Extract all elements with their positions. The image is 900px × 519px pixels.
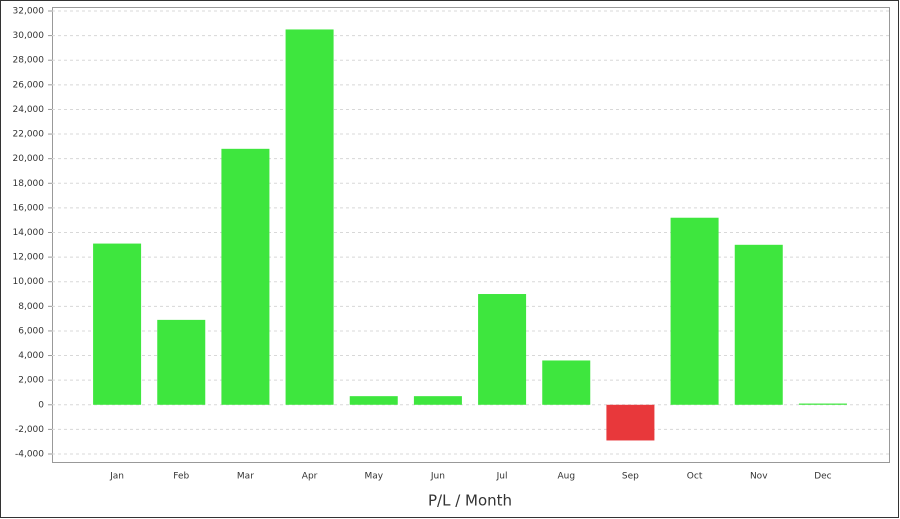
y-tick-label: 4,000	[18, 351, 44, 361]
y-tick-label: 30,000	[13, 31, 45, 41]
bar	[349, 396, 398, 405]
y-tick-label: -4,000	[15, 450, 44, 460]
x-tick-label: Dec	[814, 472, 831, 482]
bar	[221, 148, 270, 405]
y-tick-label: 32,000	[13, 7, 45, 17]
x-tick-label: Aug	[557, 472, 575, 482]
bar	[670, 217, 719, 405]
y-tick-label: 24,000	[13, 105, 45, 115]
y-tick-label: -2,000	[15, 425, 44, 435]
bar	[93, 243, 142, 405]
y-tick-label: 12,000	[13, 253, 45, 263]
x-tick-label: Oct	[687, 472, 703, 482]
y-tick-label: 28,000	[13, 56, 45, 66]
bar	[798, 403, 847, 405]
x-tick-label: Sep	[622, 472, 639, 482]
x-tick-label: Jan	[109, 472, 124, 482]
y-tick-label: 2,000	[18, 376, 44, 386]
y-tick-label: 10,000	[13, 277, 45, 287]
x-tick-label: Jul	[496, 472, 508, 482]
x-tick-label: Nov	[750, 472, 768, 482]
y-tick-label: 14,000	[13, 228, 45, 238]
x-axis-label: P/L / Month	[428, 492, 512, 510]
y-tick-label: 20,000	[13, 154, 45, 164]
bar	[413, 396, 462, 405]
y-tick-label: 16,000	[13, 203, 45, 213]
bar	[606, 404, 655, 441]
x-tick-label: Mar	[237, 472, 254, 482]
x-tick-label: Apr	[302, 472, 318, 482]
bar	[734, 244, 783, 405]
y-tick-label: 26,000	[13, 80, 45, 90]
bar	[285, 29, 334, 405]
y-tick-label: 22,000	[13, 130, 45, 140]
x-tick-label: Feb	[173, 472, 189, 482]
x-tick-label: Jun	[430, 472, 445, 482]
y-tick-label: 8,000	[18, 302, 44, 312]
bar	[542, 360, 591, 405]
x-tick-label: May	[364, 472, 383, 482]
y-tick-label: 18,000	[13, 179, 45, 189]
y-tick-label: 0	[38, 400, 44, 410]
y-tick-label: 6,000	[18, 326, 44, 336]
bar	[478, 294, 527, 405]
bar	[157, 319, 206, 405]
